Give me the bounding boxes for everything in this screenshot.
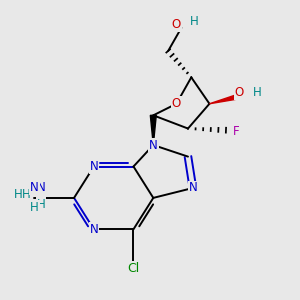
Text: H: H: [22, 188, 31, 201]
Text: H: H: [190, 15, 199, 28]
Text: N: N: [149, 139, 158, 152]
Text: N: N: [89, 223, 98, 236]
Text: H: H: [30, 201, 39, 214]
Text: N: N: [37, 182, 45, 194]
Text: O: O: [172, 97, 181, 110]
Text: N: N: [189, 182, 197, 194]
Text: O: O: [235, 86, 244, 99]
Polygon shape: [150, 115, 156, 145]
Text: N: N: [30, 182, 39, 194]
Text: H: H: [253, 86, 262, 99]
Text: H: H: [37, 198, 45, 211]
Text: H: H: [14, 188, 22, 201]
Text: O: O: [172, 18, 181, 31]
Text: Cl: Cl: [128, 262, 140, 275]
Text: N: N: [89, 160, 98, 173]
Polygon shape: [209, 95, 236, 104]
Text: F: F: [232, 125, 239, 138]
